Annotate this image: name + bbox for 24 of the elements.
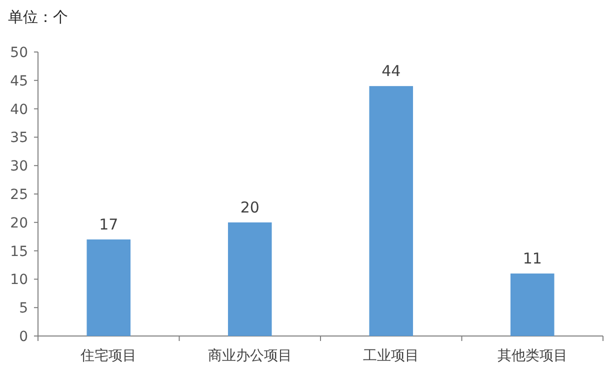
y-tick-label: 25 [10, 187, 28, 203]
y-tick-label: 15 [10, 244, 28, 260]
y-tick-label: 20 [10, 215, 28, 232]
y-tick-label: 5 [19, 300, 28, 317]
y-tick-label: 0 [19, 329, 28, 345]
y-tick-label: 50 [10, 45, 28, 61]
data-label: 20 [240, 198, 260, 216]
data-label: 11 [522, 250, 542, 268]
bar [86, 239, 131, 336]
y-tick-label: 30 [10, 158, 28, 175]
bar [369, 86, 414, 336]
data-label: 17 [99, 215, 118, 234]
bar [510, 274, 554, 336]
x-tick-label: 其他类项目 [497, 348, 568, 364]
y-axis-title: 单位：个 [8, 8, 68, 26]
data-label: 44 [382, 62, 401, 80]
x-tick-label: 商业办公项目 [208, 348, 292, 364]
y-tick-label: 10 [10, 272, 28, 288]
y-tick-label: 40 [10, 102, 28, 118]
y-tick-label: 45 [10, 73, 28, 90]
bar [228, 222, 272, 336]
x-tick-label: 住宅项目 [80, 348, 137, 364]
y-tick-label: 35 [10, 130, 28, 146]
x-tick-label: 工业项目 [363, 348, 420, 364]
